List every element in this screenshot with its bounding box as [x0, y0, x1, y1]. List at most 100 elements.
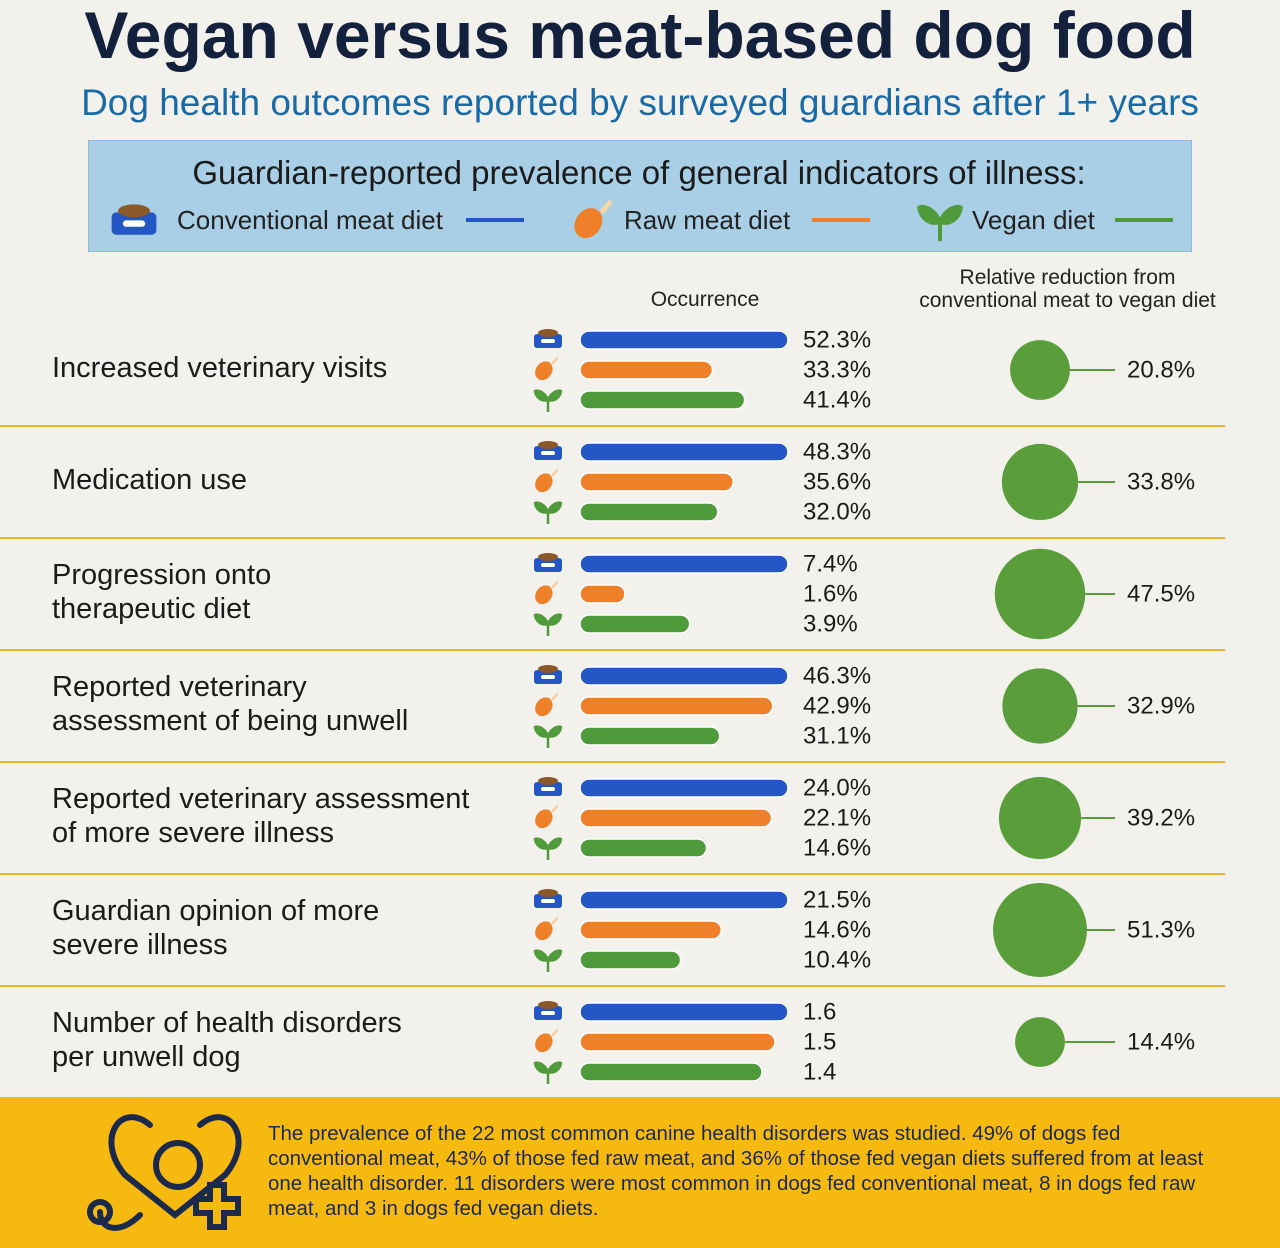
- value-label: 3.9%: [803, 610, 858, 637]
- bar: [579, 442, 789, 462]
- bone: [550, 1028, 560, 1037]
- leaf: [533, 725, 563, 748]
- kibble: [538, 1001, 558, 1009]
- bubble-label: 14.4%: [1127, 1028, 1195, 1055]
- bone: [550, 580, 560, 589]
- diet-icon: [533, 1061, 563, 1084]
- drumstick: [535, 1033, 553, 1053]
- diet-icon: [533, 837, 563, 860]
- bar: [579, 360, 714, 380]
- bar: [579, 808, 773, 828]
- kibble: [538, 889, 558, 897]
- row-label: Guardian opinion of more severe illness: [52, 895, 380, 961]
- value-label: 21.5%: [803, 886, 871, 913]
- row-label: Number of health disorders per unwell do…: [52, 1007, 402, 1073]
- bubble: [993, 883, 1087, 977]
- diet-icon: [917, 204, 963, 242]
- leaf: [533, 613, 563, 636]
- leaf: [533, 949, 563, 972]
- bar: [579, 1002, 789, 1022]
- diet-icon: [533, 613, 563, 636]
- diet-icon: [534, 665, 562, 684]
- diet-icon: [533, 949, 563, 972]
- bone: [550, 804, 560, 813]
- kibble: [118, 204, 150, 218]
- diet-icon: [111, 204, 157, 235]
- bubble: [998, 776, 1082, 860]
- bar: [579, 1032, 776, 1052]
- leaf: [533, 389, 563, 412]
- bar: [579, 502, 719, 522]
- diet-icon: [535, 580, 560, 605]
- diet-icon: [533, 389, 563, 412]
- bubble-label: 20.8%: [1127, 356, 1195, 383]
- value-label: 31.1%: [803, 722, 871, 749]
- value-label: 42.9%: [803, 692, 871, 719]
- kibble: [538, 441, 558, 449]
- bar: [579, 614, 691, 634]
- bubble: [1010, 340, 1070, 400]
- leaf: [533, 501, 563, 524]
- diet-icon: [533, 501, 563, 524]
- bar: [579, 554, 789, 574]
- bar: [579, 330, 789, 350]
- footer: [0, 1097, 1280, 1248]
- row-label: Reported veterinary assessment of being …: [52, 671, 409, 737]
- leaf: [917, 204, 963, 242]
- bar: [579, 584, 626, 604]
- bar: [579, 778, 789, 798]
- kibble: [538, 553, 558, 561]
- diet-icon: [535, 1028, 560, 1053]
- bone: [541, 899, 555, 903]
- bone: [122, 220, 146, 227]
- bubble: [1015, 1017, 1065, 1067]
- value-label: 41.4%: [803, 386, 871, 413]
- value-label: 52.3%: [803, 326, 871, 353]
- bone: [541, 1011, 555, 1015]
- title: Vegan versus meat-based dog food: [84, 0, 1196, 72]
- value-label: 1.4: [803, 1058, 836, 1085]
- diet-icon: [535, 356, 560, 381]
- bar: [579, 920, 722, 940]
- drumstick: [535, 809, 553, 829]
- leaf: [533, 1061, 563, 1084]
- bubble-label: 51.3%: [1127, 916, 1195, 943]
- bubble-label: 33.8%: [1127, 468, 1195, 495]
- bone: [599, 199, 613, 214]
- diet-icon: [535, 692, 560, 717]
- drumstick: [574, 208, 603, 239]
- diet-icon: [533, 725, 563, 748]
- stethoscope-icon: [87, 1114, 242, 1231]
- row-label: Reported veterinary assessment of more s…: [52, 783, 470, 849]
- value-label: 35.6%: [803, 468, 871, 495]
- bubble-label: 47.5%: [1127, 580, 1195, 607]
- bone: [541, 787, 555, 791]
- bubble: [1001, 443, 1079, 521]
- diet-icon: [535, 916, 560, 941]
- value-label: 1.5: [803, 1028, 836, 1055]
- bubble: [994, 548, 1086, 640]
- bone: [541, 339, 555, 343]
- row-label: Medication use: [52, 464, 248, 496]
- bar: [579, 726, 721, 746]
- subtitle: Dog health outcomes reported by surveyed…: [81, 82, 1199, 123]
- diet-icon: [574, 199, 613, 239]
- legend-title: Guardian-reported prevalence of general …: [192, 154, 1086, 191]
- value-label: 48.3%: [803, 438, 871, 465]
- bone: [550, 356, 560, 365]
- row-label: Progression onto therapeutic diet: [52, 559, 272, 625]
- bone: [541, 675, 555, 679]
- value-label: 7.4%: [803, 550, 858, 577]
- bone: [550, 468, 560, 477]
- value-label: 22.1%: [803, 804, 871, 831]
- bone: [550, 692, 560, 701]
- row-label: Increased veterinary visits: [52, 352, 388, 384]
- diet-icon: [534, 553, 562, 572]
- diet-icon: [535, 468, 560, 493]
- bar: [579, 390, 746, 410]
- bone: [541, 563, 555, 567]
- drumstick: [535, 585, 553, 605]
- footer-text: The prevalence of the 22 most common can…: [268, 1122, 1204, 1220]
- kibble: [538, 665, 558, 673]
